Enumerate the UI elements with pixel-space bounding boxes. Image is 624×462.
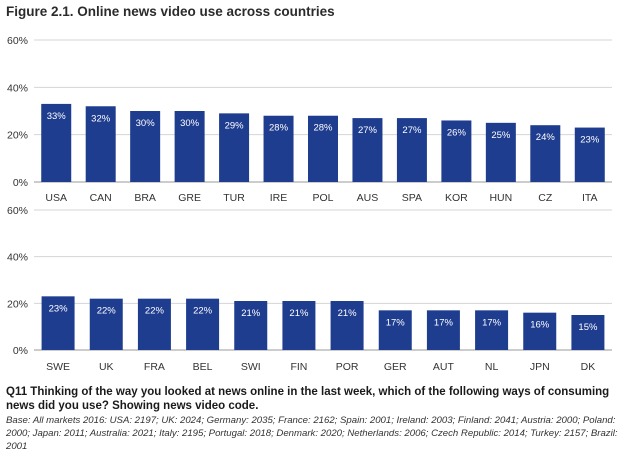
data-label: 30% [136,118,156,129]
x-tick-label: SWE [46,361,70,373]
bar-can [85,106,116,182]
x-tick-label: AUS [357,192,379,204]
x-tick-label: TUR [223,192,245,204]
data-label: 16% [530,320,550,331]
x-tick-label: HUN [489,192,512,204]
bar-ire [263,115,294,182]
data-label: 15% [578,322,598,333]
data-label: 28% [313,123,333,134]
bar-uk [89,298,123,350]
base-note: Base: All markets 2016: USA: 2197; UK: 2… [6,415,618,452]
bar-pol [308,115,338,182]
bar-por [330,301,364,350]
bar-kor [441,120,472,182]
chart-2: 0% 20% 40% 60% 23% SWE 22% UK 22% FRA 22% BEL 21% SWI… [7,205,612,373]
bar-bra [130,111,161,182]
x-tick-label: SPA [402,192,422,204]
survey-question: Q11 Thinking of the way you looked at ne… [6,386,610,412]
y-tick-label: 20% [7,298,28,310]
bar-swe [41,296,75,350]
x-tick-label: DK [581,361,596,373]
bar-dk [571,315,605,350]
bar-usa [41,103,72,182]
data-label: 22% [193,306,213,317]
y-tick-label: 60% [7,205,28,217]
data-label: 17% [434,317,454,328]
bar-fra [137,298,171,350]
bar-gre [174,111,205,182]
bar-tur [219,113,250,182]
data-label: 21% [241,308,261,319]
data-label: 25% [491,130,511,141]
bar-aus [352,118,383,182]
x-tick-label: GRE [178,192,201,204]
data-label: 32% [91,113,111,124]
bar-cz [530,125,561,182]
y-tick-label: 40% [7,252,28,264]
data-label: 21% [338,308,358,319]
x-tick-label: BRA [134,192,156,204]
bar-jpn [523,312,557,350]
x-tick-label: NL [485,361,499,373]
data-label: 21% [289,308,309,319]
x-tick-label: SWI [241,361,261,373]
y-tick-label: 0% [13,345,28,357]
x-tick-label: POR [336,361,359,373]
bar-ger [378,310,412,350]
data-label: 29% [225,120,245,131]
x-tick-label: FRA [144,361,165,373]
data-label: 17% [482,317,502,328]
x-tick-label: ITA [582,192,598,204]
y-tick-label: 0% [13,177,28,189]
data-label: 28% [269,123,289,134]
x-tick-label: CZ [538,192,553,204]
x-tick-label: GER [384,361,407,373]
x-tick-label: KOR [445,192,468,204]
bar-ita [574,127,605,182]
data-label: 24% [536,132,556,143]
x-tick-label: POL [312,192,333,204]
data-label: 23% [49,303,69,314]
y-tick-label: 60% [7,35,28,47]
data-label: 30% [180,118,200,129]
bar-charts: 0% 20% 40% 60% 33% USA 32% CAN 30% BRA 30% GRE 29% TU… [7,35,612,373]
data-label: 27% [358,125,378,136]
data-label: 22% [145,306,165,317]
x-tick-label: FIN [290,361,307,373]
y-tick-label: 40% [7,82,28,94]
data-label: 17% [386,317,406,328]
x-tick-label: AUT [433,361,455,373]
x-tick-label: CAN [90,192,112,204]
bar-nl [475,310,509,350]
data-label: 33% [47,111,67,122]
x-tick-label: USA [45,192,67,204]
bar-fin [282,301,316,350]
x-tick-label: UK [99,361,114,373]
bar-swi [234,301,268,350]
bar-hun [485,122,516,182]
data-label: 23% [580,135,600,146]
data-label: 27% [402,125,422,136]
x-tick-label: BEL [193,361,213,373]
x-tick-label: JPN [530,361,550,373]
bar-spa [396,118,427,182]
data-label: 22% [97,306,117,317]
bar-aut [426,310,460,350]
data-label: 26% [447,127,467,138]
x-tick-label: IRE [270,192,288,204]
figure-title: Figure 2.1. Online news video use across… [6,4,335,19]
chart-1: 0% 20% 40% 60% 33% USA 32% CAN 30% BRA 30% GRE 29% TU… [7,35,612,204]
y-tick-label: 20% [7,130,28,142]
bar-bel [186,298,220,350]
